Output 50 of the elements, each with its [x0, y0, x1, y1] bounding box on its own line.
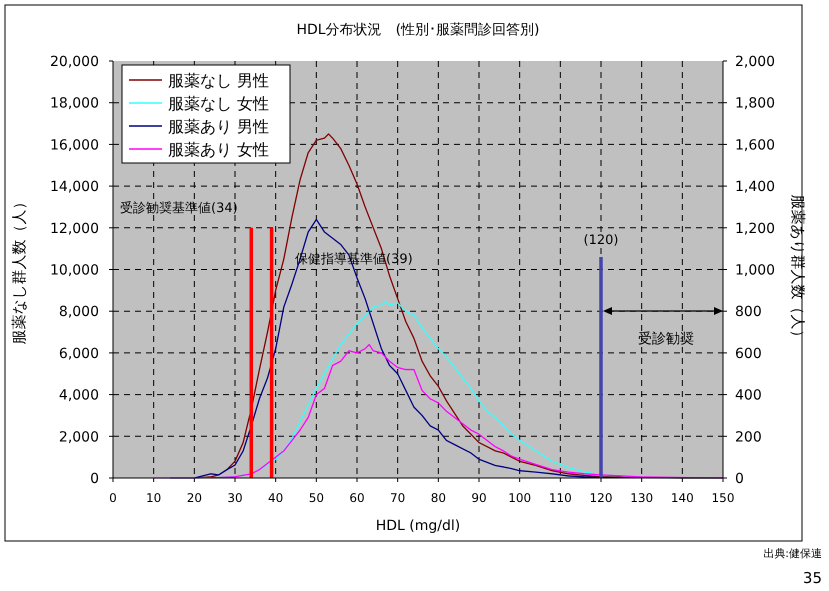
x-tick-label: 70 — [390, 491, 406, 505]
x-tick-label: 130 — [630, 491, 654, 505]
y-tick-label: 16,000 — [50, 137, 99, 154]
y2-tick-label: 2,000 — [735, 54, 776, 70]
text: 35 — [802, 569, 822, 587]
y-tick-label: 12,000 — [50, 220, 99, 237]
x-tick-label: 140 — [670, 491, 694, 505]
x-tick-label: 10 — [146, 491, 162, 505]
legend-label: 服薬なし 男性 — [168, 71, 270, 90]
y-tick-label: 6,000 — [58, 346, 99, 362]
chart-title: HDL分布状況 (性別･服薬問診回答別) — [296, 22, 540, 38]
x-tick-label: 110 — [548, 491, 572, 505]
y-axis-title: 服薬なし群人数（人） — [10, 194, 28, 344]
legend-label: 服薬あり 女性 — [168, 140, 270, 159]
y-tick-label: 18,000 — [50, 96, 99, 112]
y-tick-label: 2,000 — [58, 429, 99, 446]
annotation: 受診勧奨 — [638, 331, 694, 347]
y2-tick-label: 1,800 — [735, 96, 776, 112]
x-axis-title: HDL (mg/dl) — [376, 518, 460, 534]
y-tick-label: 0 — [90, 471, 99, 487]
y2-tick-label: 1,000 — [735, 262, 776, 278]
y-tick-label: 4,000 — [58, 388, 99, 404]
x-tick-label: 20 — [186, 491, 202, 505]
y-tick-label: 14,000 — [50, 179, 99, 196]
annotation: 受診勧奨基準値(34) — [120, 201, 238, 216]
y-tick-label: 10,000 — [50, 262, 99, 278]
x-tick-label: 0 — [109, 491, 117, 505]
y2-tick-label: 600 — [735, 346, 762, 362]
source-note: 出典:健保連 — [763, 547, 822, 560]
x-tick-label: 60 — [349, 491, 365, 505]
x-tick-label: 30 — [227, 491, 243, 505]
x-tick-label: 90 — [471, 491, 487, 505]
y2-tick-label: 1,400 — [735, 179, 776, 196]
y2-tick-label: 1,600 — [735, 137, 776, 154]
x-tick-label: 150 — [712, 491, 734, 505]
x-tick-label: 40 — [268, 491, 284, 505]
y2-tick-label: 400 — [735, 388, 762, 404]
x-tick-label: 120 — [590, 491, 612, 505]
x-tick-label: 100 — [508, 491, 532, 505]
legend-label: 服薬あり 男性 — [168, 117, 270, 136]
annotation: (120) — [584, 233, 618, 248]
x-tick-label: 80 — [430, 491, 446, 505]
y2-tick-label: 0 — [735, 471, 744, 487]
legend-label: 服薬なし 女性 — [168, 94, 270, 113]
y2-tick-label: 200 — [735, 429, 762, 446]
x-tick-label: 50 — [308, 491, 324, 505]
y-tick-label: 8,000 — [58, 304, 99, 320]
y2-tick-label: 1,200 — [735, 220, 776, 237]
y2-tick-label: 800 — [735, 304, 762, 320]
y-tick-label: 20,000 — [50, 54, 99, 70]
